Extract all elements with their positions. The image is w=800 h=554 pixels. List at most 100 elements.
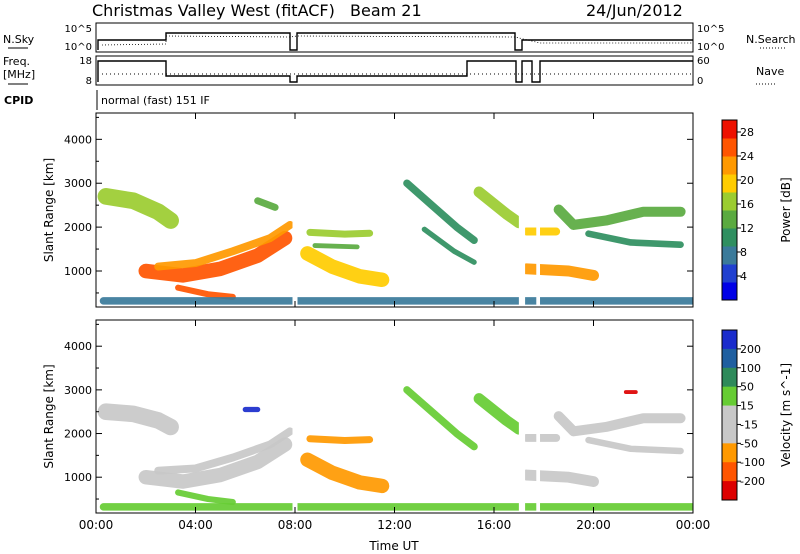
velocity-colorbar-tick-label-1: 100 [740, 362, 761, 375]
velocity-colorbar-tick-label-3: 15 [740, 400, 754, 413]
power-data-layer [97, 113, 693, 307]
freq-label-1: Freq. [3, 55, 30, 68]
velocity-colorbar-tick-label-7: -200 [740, 475, 765, 488]
velocity-colorbar-segment-ordered-4 [722, 405, 737, 425]
power-colorbar-segment-7 [722, 156, 737, 175]
nsky-label: N.Sky [3, 33, 35, 46]
velocity-heatmap: 1000 2000 3000 4000 00:00 04:00 08:00 12:00 16:0… [42, 319, 793, 532]
velocity-colorbar-segment-ordered-6 [722, 443, 737, 463]
power-band-5 [300, 246, 390, 288]
velocity-xtick-label-2: 08:00 [278, 518, 313, 532]
velocity-colorbar-frame [721, 329, 738, 501]
power-colorbar-tick-label-3: 16 [740, 198, 754, 211]
power-band-14 [585, 230, 684, 248]
beam-label: Beam 21 [350, 1, 422, 20]
velocity-xtick-label-1: 04:00 [178, 518, 213, 532]
power-band-10 [473, 186, 525, 229]
nsky-trace [97, 32, 693, 51]
power-ytick-label-1: 2000 [64, 221, 92, 234]
power-band-13 [553, 204, 686, 230]
x-axis-label: Time UT [368, 539, 419, 553]
power-colorbar-segment-3 [722, 228, 737, 247]
power-ytick-label-0: 1000 [64, 265, 92, 278]
velocity-colorbar-segment-ordered-5 [722, 424, 737, 444]
velocity-colorbar-segment-ordered-3 [722, 386, 737, 407]
velocity-band-9 [520, 469, 599, 488]
power-ytick-label-3: 4000 [64, 133, 92, 146]
date-label: 24/Jun/2012 [586, 1, 683, 20]
velocity-colorbar-tick-label-4: -15 [740, 418, 758, 431]
velocity-xtick-label-3: 12:00 [377, 518, 412, 532]
power-colorbar-segment-5 [722, 192, 737, 211]
velocity-data-layer [97, 320, 693, 513]
velocity-band-10 [553, 411, 686, 437]
power-band-8 [403, 179, 478, 245]
velocity-ytick-label-3: 4000 [64, 340, 92, 353]
velocity-xtick-label-5: 20:00 [576, 518, 611, 532]
nsearch-label: N.Search [746, 33, 796, 46]
power-ylabel: Slant Range [km] [42, 158, 56, 262]
velocity-colorbar-segment-ordered-2 [722, 367, 737, 388]
nave-tick-top: 60 [697, 56, 710, 67]
velocity-data-gap-2 [536, 320, 541, 513]
power-data-gap-2 [536, 113, 541, 307]
power-band-7 [312, 243, 360, 250]
power-band-9 [421, 226, 477, 265]
velocity-data-gap-1 [518, 320, 526, 513]
freq-trace [97, 60, 693, 83]
power-colorbar-segment-1 [722, 264, 737, 283]
velocity-band-3 [175, 489, 236, 506]
velocity-band-5 [306, 435, 374, 445]
velocity-ytick-label-2: 3000 [64, 384, 92, 397]
velocity-ylabel: Slant Range [km] [42, 364, 56, 468]
power-colorbar-segment-9 [722, 120, 737, 139]
cpid-label: CPID [4, 94, 33, 107]
velocity-xtick-label-6: 00:00 [676, 518, 711, 532]
power-band-4 [254, 197, 279, 211]
freq-tick-top: 18 [79, 56, 92, 67]
velocity-colorbar-tick-label-5: -50 [740, 437, 758, 450]
velocity-band-6 [403, 386, 478, 451]
velocity-band-1 [138, 437, 293, 489]
power-data-gap-1 [518, 113, 526, 307]
nsky-tick-top: 10^5 [65, 24, 92, 35]
power-band-1 [138, 230, 293, 283]
velocity-band-7 [473, 393, 525, 435]
velocity-band-11 [585, 436, 684, 455]
velocity-ytick-label-0: 1000 [64, 471, 92, 484]
power-colorbar-tick-label-0: 28 [740, 126, 754, 139]
velocity-data-gap-0 [292, 320, 298, 513]
power-band-3 [175, 284, 236, 300]
nsearch-tick-top: 10^5 [697, 24, 724, 35]
noise-panel [95, 22, 694, 53]
power-colorbar-tick-label-6: 4 [740, 270, 747, 283]
power-band-2 [154, 220, 294, 271]
velocity-colorbar-segment-ordered-8 [722, 481, 737, 501]
velocity-xtick-label-0: 00:00 [79, 518, 114, 532]
power-ytick-label-2: 3000 [64, 177, 92, 190]
velocity-colorbar-segment-ordered-0 [722, 330, 737, 350]
cpid-text: normal (fast) 151 IF [101, 94, 210, 107]
power-colorbar-tick-label-2: 20 [740, 174, 754, 187]
velocity-colorbar-tick-label-0: 200 [740, 343, 761, 356]
nsearch-tick-bottom: 10^0 [697, 42, 724, 53]
velocity-colorbar-tick-label-2: 50 [740, 381, 754, 394]
power-colorbar-tick-label-5: 8 [740, 246, 747, 259]
velocity-band-4 [300, 452, 390, 494]
velocity-colorbar-segment-ordered-1 [722, 348, 737, 369]
power-colorbar-tick-label-4: 12 [740, 222, 754, 235]
power-band-6 [306, 228, 374, 238]
velocity-xtick-label-4: 16:00 [477, 518, 512, 532]
velocity-colorbar-tick-label-6: -100 [740, 456, 765, 469]
power-colorbar-segment-4 [722, 210, 737, 229]
power-data-gap-0 [292, 113, 298, 307]
velocity-ytick-label-1: 2000 [64, 428, 92, 441]
power-colorbar-label: Power [dB] [779, 177, 793, 242]
nave-tick-bottom: 0 [697, 76, 703, 87]
power-band-0 [97, 188, 179, 229]
velocity-band-2 [154, 427, 294, 475]
nsky-tick-bottom: 10^0 [65, 42, 92, 53]
power-colorbar-segment-0 [722, 282, 737, 301]
radar-title: Christmas Valley West (fitACF) [92, 1, 335, 20]
